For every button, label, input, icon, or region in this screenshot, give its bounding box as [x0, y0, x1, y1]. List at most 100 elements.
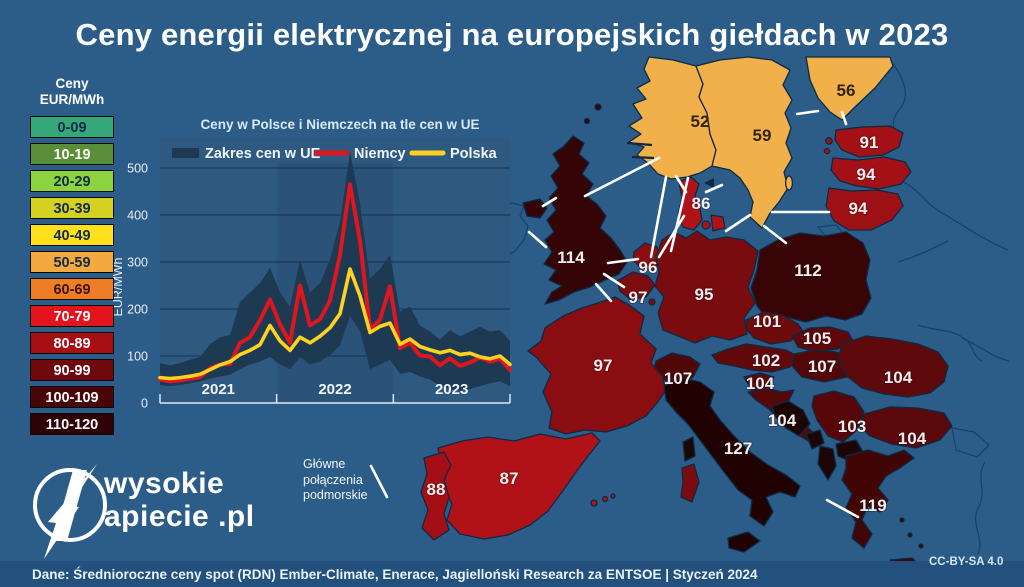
price-legend-header-line1: Ceny [55, 76, 89, 91]
svg-text:0: 0 [141, 397, 148, 411]
price-lines [158, 182, 512, 384]
svg-text:Zakres cen w UE: Zakres cen w UE [205, 146, 321, 162]
map-price-labels: 52 59 56 91 94 94 86 114 96 97 95 112 101 105 102 107 10… [426, 81, 928, 516]
submarine-cables [527, 109, 860, 519]
annotation-line3: podmorskie [303, 488, 368, 502]
price-label-slovenia: 104 [746, 374, 775, 393]
cable-sample-line [369, 464, 389, 499]
svg-text:Niemcy: Niemcy [354, 146, 406, 162]
price-label-portugal: 88 [427, 480, 446, 499]
country-romania [837, 335, 949, 398]
country-united-kingdom [543, 135, 628, 305]
price-legend: Ceny EUR/MWh 0-09 10-19 20-29 30-39 40-49 50-… [30, 76, 114, 440]
legend-item-90-99: 90-99 [30, 359, 114, 381]
country-slovenia [743, 372, 775, 391]
sardinia-island [680, 463, 700, 503]
logo-tld: .pl [218, 500, 255, 533]
price-label-sweden: 59 [753, 126, 772, 145]
countries [420, 56, 953, 570]
price-label-romania: 104 [884, 368, 913, 387]
price-label-lithuania: 94 [849, 199, 868, 218]
fjord-lines [626, 141, 655, 160]
price-label-slovakia: 105 [803, 329, 831, 348]
legend-item-40-49: 40-49 [30, 224, 114, 246]
price-label-belgium: 97 [629, 288, 648, 307]
svg-text:500: 500 [127, 162, 148, 176]
country-portugal [420, 451, 452, 541]
country-lithuania [825, 187, 904, 231]
price-label-austria: 102 [752, 351, 780, 370]
submarine-cables-annotation: Główne połączenia podmorskie [303, 457, 368, 504]
svg-text:Polska: Polska [450, 146, 498, 162]
country-montenegro [805, 429, 825, 450]
legend-item-0-09: 0-09 [30, 116, 114, 138]
svg-text:300: 300 [127, 256, 148, 270]
price-label-serbia: 103 [838, 417, 866, 436]
price-label-estonia: 91 [860, 133, 879, 152]
country-france [527, 296, 667, 435]
chart-y-axis-label: EUR/MWh [111, 257, 125, 316]
annotation-line2: połączenia [303, 472, 363, 487]
chart-title: Ceny w Polsce i Niemczech na tle cen w U… [200, 117, 479, 132]
lightning-bolt-icon [44, 464, 97, 559]
logo-line2: apiecie .pl [104, 500, 255, 534]
price-label-spain: 87 [500, 469, 519, 488]
denmark-pointer-arrow [704, 178, 714, 188]
price-label-italy: 127 [724, 439, 752, 458]
price-label-poland: 112 [794, 261, 821, 280]
legend-item-110-120: 110-120 [30, 413, 114, 435]
country-bosnia [771, 400, 811, 437]
legend-item-10-19: 10-19 [30, 143, 114, 165]
chart-legend: Zakres cen w UE Niemcy Polska [172, 146, 498, 162]
country-spain [437, 432, 601, 540]
legend-item-20-29: 20-29 [30, 170, 114, 192]
license-label: CC-BY-SA 4.0 [929, 556, 1004, 568]
svg-text:2021: 2021 [202, 381, 235, 398]
country-poland [750, 231, 872, 323]
inset-chart: 0 100 200 300 400 500 2021 2022 2023 Zakres cen… [111, 117, 512, 411]
country-germany [654, 230, 759, 344]
corsica-island [682, 436, 696, 462]
svg-text:400: 400 [127, 209, 148, 223]
outline-borders [488, 63, 1010, 555]
gotland-island [784, 175, 794, 191]
logo-mark [33, 464, 107, 559]
price-label-netherlands: 96 [639, 258, 658, 277]
legend-item-100-109: 100-109 [30, 386, 114, 408]
price-label-norway: 52 [691, 112, 710, 131]
annotation-line1: Główne [303, 457, 346, 471]
x-axis: 2021 2022 2023 [159, 381, 511, 404]
page-title: Ceny energii elektrycznej na europejskic… [75, 17, 949, 52]
legend-item-60-69: 60-69 [30, 278, 114, 300]
price-label-czechia: 101 [753, 312, 781, 331]
country-greece [841, 449, 915, 549]
y-axis-ticks: 0 100 200 300 400 500 [127, 162, 148, 411]
legend-item-30-39: 30-39 [30, 197, 114, 219]
country-sweden [695, 56, 793, 229]
country-finland [805, 56, 894, 121]
country-serbia [811, 390, 865, 443]
country-estonia [834, 125, 904, 158]
country-belgium [616, 271, 656, 300]
data-source-note: Dane: Średnioroczne ceny spot (RDN) Embe… [32, 567, 758, 582]
legend-item-80-89: 80-89 [30, 332, 114, 354]
country-albania [817, 445, 837, 481]
price-label-latvia: 94 [857, 165, 876, 184]
footer-bar [0, 561, 1024, 587]
svg-text:200: 200 [127, 303, 148, 317]
price-legend-header-line2: EUR/MWh [39, 92, 105, 107]
price-label-greece: 119 [859, 496, 886, 515]
country-latvia [830, 156, 912, 190]
logo-circle-icon [33, 468, 107, 542]
svg-text:2023: 2023 [435, 381, 468, 398]
price-label-hungary: 107 [808, 357, 836, 376]
svg-text:100: 100 [127, 350, 148, 364]
price-legend-items: 0-09 10-19 20-29 30-39 40-49 50-59 60-69 70-79 8… [30, 116, 114, 435]
price-label-bulgaria: 104 [898, 429, 927, 448]
price-label-croatia: 104 [768, 411, 797, 430]
logo-text: wysokie apiecie .pl [104, 468, 255, 534]
country-bulgaria [859, 406, 953, 449]
price-label-germany: 95 [695, 285, 714, 304]
price-label-denmark: 86 [692, 194, 711, 213]
